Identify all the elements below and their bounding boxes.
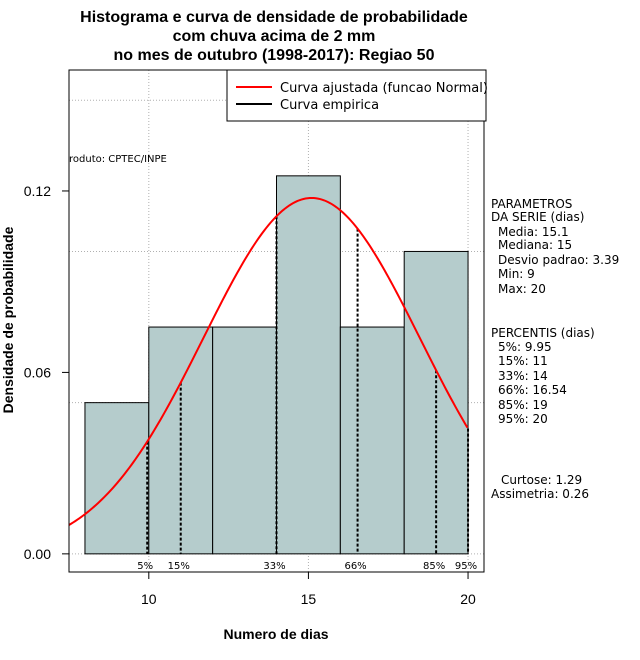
percentis-title: PERCENTIS (dias) [491, 326, 595, 340]
x-tick-label: 20 [460, 591, 476, 607]
x-axis-title: Numero de dias [223, 626, 328, 642]
percentil-15: 15%: 11 [498, 354, 548, 368]
credit-text: roduto: CPTEC/INPE [69, 154, 167, 165]
y-tick-label: 0.00 [24, 546, 51, 562]
percentil-66: 66%: 16.54 [498, 383, 567, 397]
fitted-curve-layer [68, 196, 469, 526]
legend-empirical-label: Curva empirica [280, 98, 379, 113]
percentil-95: 95%: 20 [498, 412, 548, 426]
legend: Curva ajustada (funcao Normal) Curva emp… [226, 69, 488, 122]
stat-assimetria: Assimetria: 0.26 [491, 487, 589, 501]
legend-fitted-label: Curva ajustada (funcao Normal) [280, 81, 488, 96]
side-panel: PARAMETROS DA SERIE (dias) Media: 15.1 M… [491, 197, 619, 501]
param-max: Max: 20 [498, 282, 546, 296]
params-title-line-1: PARAMETROS [491, 197, 572, 211]
fitted-normal-curve [68, 196, 469, 526]
param-desvio: Desvio padrao: 3.39 [498, 253, 619, 267]
chart-title-line-2: com chuva acima de 2 mm [173, 28, 376, 45]
histogram-bar [339, 326, 405, 555]
param-media: Media: 15.1 [498, 225, 569, 239]
histogram-bars [84, 175, 469, 555]
y-axis-title: Densidade de probabilidade [0, 226, 16, 413]
percentile-lines: 5% 15% 33% 66% 85% 95% [137, 216, 477, 572]
histogram-bar [84, 402, 150, 555]
histogram-bar [212, 326, 277, 555]
chart-title-line-1: Histograma e curva de densidade de proba… [80, 9, 468, 26]
y-tick-label: 0.12 [24, 183, 51, 199]
param-mediana: Mediana: 15 [498, 238, 572, 252]
param-min: Min: 9 [498, 267, 535, 281]
params-title-line-2: DA SERIE (dias) [491, 210, 584, 224]
histogram-bar [276, 175, 341, 555]
y-tick-label: 0.06 [24, 364, 51, 380]
percentile-label: 15% [168, 561, 190, 572]
percentile-label: 95% [455, 561, 477, 572]
percentile-label: 33% [263, 561, 285, 572]
percentile-label: 85% [423, 561, 445, 572]
x-tick-label: 15 [301, 591, 317, 607]
x-tick-label: 10 [141, 591, 157, 607]
percentil-5: 5%: 9.95 [498, 340, 552, 354]
chart-title-line-3: no mes de outubro (1998-2017): Regiao 50 [114, 47, 435, 64]
percentil-85: 85%: 19 [498, 398, 548, 412]
percentile-label: 5% [137, 561, 153, 572]
percentil-33: 33%: 14 [498, 369, 548, 383]
stat-curtose: Curtose: 1.29 [501, 473, 582, 487]
legend-box [226, 69, 487, 122]
percentile-label: 66% [344, 561, 366, 572]
